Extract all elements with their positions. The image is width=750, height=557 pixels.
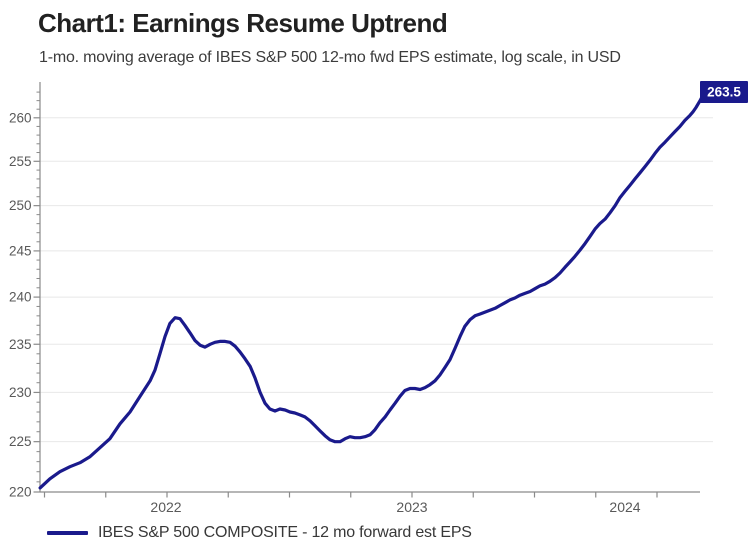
y-tick-label: 240: [9, 290, 32, 305]
x-tick-label: 2022: [150, 499, 181, 515]
eps-series-line: [38, 86, 708, 490]
y-tick-label: 255: [9, 154, 32, 169]
y-tick-label: 225: [9, 434, 32, 449]
last-value-badge: 263.5: [700, 81, 748, 103]
legend: IBES S&P 500 COMPOSITE - 12 mo forward e…: [47, 524, 472, 542]
x-tick-label: 2024: [609, 499, 640, 515]
y-minor-ticks: [36, 91, 40, 483]
legend-line-swatch: [47, 531, 88, 535]
axes: [39, 82, 700, 493]
x-tick-label: 2023: [396, 499, 427, 515]
chart-subtitle: 1-mo. moving average of IBES S&P 500 12-…: [39, 49, 621, 66]
y-tick-label: 230: [9, 385, 32, 400]
legend-label: IBES S&P 500 COMPOSITE - 12 mo forward e…: [98, 524, 472, 541]
y-tick-label: 250: [9, 198, 32, 213]
x-ticks: [43, 492, 658, 498]
gridlines: [40, 117, 713, 443]
last-value-badge-text: 263.5: [707, 85, 741, 100]
y-tick-label: 235: [9, 337, 32, 352]
y-major-ticks: 220 225 230 235 240 245 250 255 260: [9, 110, 40, 500]
y-tick-label: 245: [9, 243, 32, 258]
y-tick-label: 220: [9, 485, 32, 500]
y-tick-label: 260: [9, 110, 32, 125]
chart-title: Chart1: Earnings Resume Uptrend: [38, 8, 448, 38]
x-tick-labels: 2022 2023 2024: [150, 499, 640, 515]
last-value-badge-box: [700, 81, 748, 103]
